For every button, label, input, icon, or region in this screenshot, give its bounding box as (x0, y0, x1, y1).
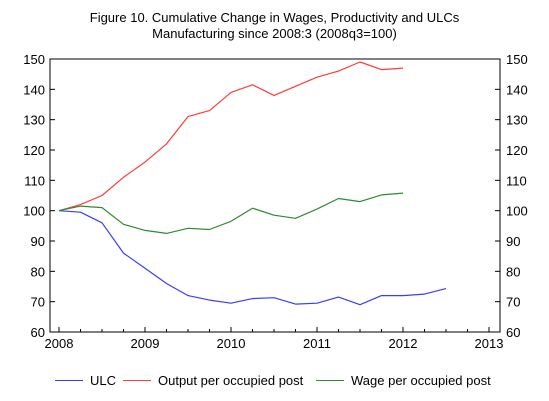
chart-legend: ULC Output per occupied post Wage per oc… (0, 372, 549, 390)
y-right-tick-label: 80 (506, 264, 520, 279)
legend-label-wage: Wage per occupied post (351, 373, 491, 388)
y-left-tick-label: 60 (31, 325, 45, 340)
x-tick-label: 2011 (303, 336, 331, 351)
y-right-tick-label: 140 (506, 82, 528, 97)
y-left-tick-label: 110 (24, 173, 45, 188)
series-line-wage-per-occupied-post (58, 192, 404, 234)
series-layer (58, 61, 447, 306)
legend-swatch-ulc (55, 380, 83, 382)
x-tick-label: 2010 (217, 336, 246, 351)
y-left-tick-label: 90 (31, 234, 45, 249)
x-tick-label: 2009 (131, 336, 160, 351)
y-left-tick-label: 150 (23, 52, 45, 67)
chart-title: Figure 10. Cumulative Change in Wages, P… (89, 10, 460, 25)
x-tick-label: 2012 (389, 336, 418, 351)
y-left-tick-label: 80 (31, 264, 45, 279)
chart-subtitle: Manufacturing since 2008:3 (2008q3=100) (152, 26, 397, 41)
y-right-tick-label: 60 (506, 325, 520, 340)
series-line-output-per-occupied-post (58, 61, 404, 212)
legend-label-ulc: ULC (90, 373, 117, 388)
x-axis-ticks: 2008 2009 2010 2011 2012 2013 (45, 327, 504, 351)
y-right-tick-label: 120 (506, 143, 528, 158)
legend-item-ulc: ULC (55, 372, 116, 390)
plot-frame (49, 58, 501, 333)
y-right-tick-label: 110 (506, 173, 527, 188)
y-right-tick-label: 70 (506, 295, 520, 310)
y-axis-right-ticks: 150 140 130 120 110 100 90 80 70 60 (495, 52, 528, 340)
legend-item-wage: Wage per occupied post (316, 372, 491, 390)
y-left-tick-label: 100 (23, 204, 45, 219)
legend-swatch-output (123, 380, 151, 382)
x-tick-label: 2008 (45, 336, 74, 351)
x-tick-label: 2013 (475, 336, 504, 351)
y-right-tick-label: 150 (506, 52, 528, 67)
y-left-tick-label: 70 (31, 295, 45, 310)
chart-title-block: Figure 10. Cumulative Change in Wages, P… (0, 10, 549, 42)
legend-swatch-wage (316, 380, 344, 382)
y-right-tick-label: 100 (506, 204, 528, 219)
y-right-tick-label: 90 (506, 234, 520, 249)
y-left-tick-label: 120 (23, 143, 45, 158)
series-line-ulc (58, 210, 447, 306)
y-right-tick-label: 130 (506, 113, 528, 128)
y-left-tick-label: 130 (23, 113, 45, 128)
y-axis-left-ticks: 150 140 130 120 110 100 90 80 70 60 (23, 52, 55, 340)
legend-item-output: Output per occupied post (123, 372, 303, 390)
y-left-tick-label: 140 (23, 82, 45, 97)
legend-label-output: Output per occupied post (158, 373, 304, 388)
